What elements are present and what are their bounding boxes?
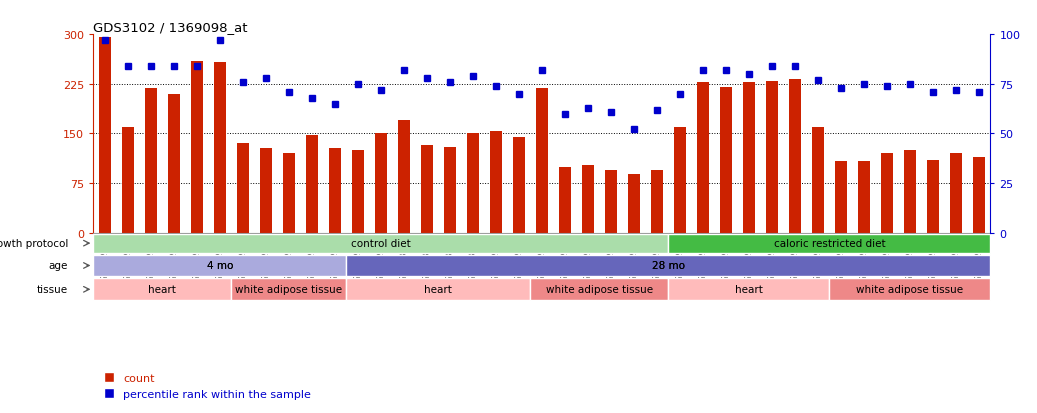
Bar — [627, 175, 640, 233]
Text: heart: heart — [424, 285, 452, 294]
Text: age: age — [49, 261, 68, 271]
Bar — [835, 162, 847, 233]
Text: GDS3102 / 1369098_at: GDS3102 / 1369098_at — [93, 21, 248, 34]
Bar — [535, 89, 549, 233]
Bar — [880, 154, 893, 233]
Bar — [530, 279, 668, 301]
Bar — [830, 279, 990, 301]
Bar — [231, 279, 346, 301]
Bar — [93, 255, 346, 277]
Bar — [697, 83, 709, 233]
Text: growth protocol: growth protocol — [0, 239, 68, 249]
Bar — [467, 134, 479, 233]
Text: 28 mo: 28 mo — [652, 261, 684, 271]
Bar — [668, 234, 990, 253]
Bar — [668, 279, 830, 301]
Bar — [121, 128, 134, 233]
Bar — [765, 81, 778, 233]
Text: 4 mo: 4 mo — [206, 261, 233, 271]
Bar — [93, 234, 668, 253]
Bar — [214, 63, 226, 233]
Bar — [788, 80, 802, 233]
Text: white adipose tissue: white adipose tissue — [235, 285, 342, 294]
Text: caloric restricted diet: caloric restricted diet — [774, 239, 886, 249]
Legend: count, percentile rank within the sample: count, percentile rank within the sample — [99, 369, 315, 404]
Text: 28 mo: 28 mo — [652, 261, 684, 271]
Bar — [236, 144, 249, 233]
Bar — [444, 147, 456, 233]
Bar — [973, 157, 985, 233]
Bar — [374, 134, 387, 233]
Text: white adipose tissue: white adipose tissue — [545, 285, 653, 294]
Bar — [259, 149, 272, 233]
Bar — [559, 167, 571, 233]
Bar — [346, 279, 530, 301]
Bar — [720, 88, 732, 233]
Bar — [673, 128, 686, 233]
Bar — [903, 151, 916, 233]
Text: tissue: tissue — [37, 285, 68, 294]
Bar — [858, 162, 870, 233]
Bar — [650, 171, 663, 233]
Bar — [144, 89, 158, 233]
Bar — [512, 138, 525, 233]
Bar — [168, 95, 180, 233]
Bar — [397, 121, 411, 233]
Bar — [352, 151, 364, 233]
Bar — [582, 165, 594, 233]
Bar — [93, 279, 231, 301]
Text: heart: heart — [735, 285, 763, 294]
Bar — [329, 149, 341, 233]
Bar — [421, 145, 433, 233]
Bar — [605, 171, 617, 233]
Bar — [812, 128, 824, 233]
Bar — [489, 132, 502, 233]
Text: control diet: control diet — [351, 239, 411, 249]
Text: white adipose tissue: white adipose tissue — [857, 285, 963, 294]
Text: 4 mo: 4 mo — [206, 261, 233, 271]
Bar — [191, 62, 203, 233]
Bar — [282, 154, 296, 233]
Bar — [99, 38, 111, 233]
Bar — [346, 255, 990, 277]
Bar — [926, 161, 940, 233]
Bar — [950, 154, 962, 233]
Text: heart: heart — [148, 285, 176, 294]
Bar — [306, 135, 318, 233]
Bar — [742, 83, 755, 233]
